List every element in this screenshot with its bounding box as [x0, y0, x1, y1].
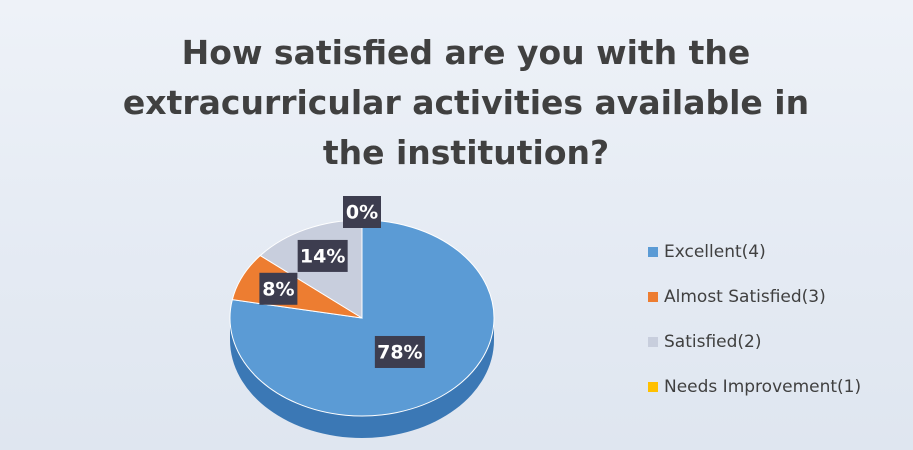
data-label: 14% — [297, 239, 348, 272]
data-label-box — [374, 335, 425, 368]
data-label-text: 0% — [346, 202, 378, 224]
data-label: 0% — [343, 196, 381, 228]
legend-swatch — [648, 247, 658, 257]
legend-swatch — [648, 382, 658, 392]
legend-label: Excellent(4) — [664, 242, 766, 262]
legend-swatch — [648, 292, 658, 302]
legend-label: Almost Satisfied(3) — [664, 287, 826, 307]
data-label: 8% — [259, 272, 298, 305]
legend-label: Satisfied(2) — [664, 332, 762, 352]
data-label-text: 8% — [262, 278, 294, 300]
data-label-text: 78% — [377, 341, 422, 363]
data-label-box — [343, 196, 381, 228]
legend-label: Needs Improvement(1) — [664, 377, 861, 397]
data-label-text: 14% — [300, 245, 345, 267]
data-label-box — [297, 239, 348, 272]
data-label: 78% — [374, 335, 425, 368]
data-label-box — [259, 272, 298, 305]
legend-swatch — [648, 337, 658, 347]
chart-title: How satisfied are you with the extracurr… — [122, 33, 810, 172]
